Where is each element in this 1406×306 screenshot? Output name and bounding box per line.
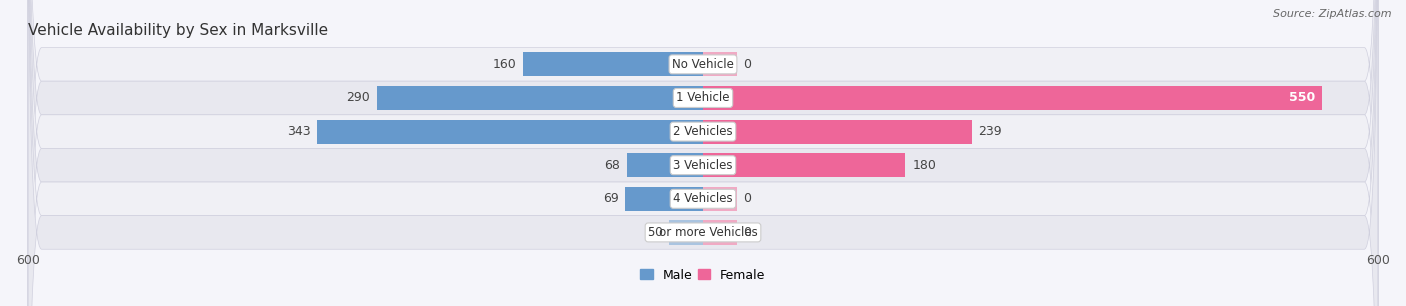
- Bar: [703, 220, 737, 244]
- Bar: [703, 120, 972, 144]
- Bar: [703, 187, 737, 211]
- Text: 180: 180: [912, 159, 936, 172]
- Legend: Male, Female: Male, Female: [641, 269, 765, 282]
- Text: 69: 69: [603, 192, 619, 205]
- Text: 0: 0: [744, 58, 751, 71]
- Text: 290: 290: [346, 91, 370, 104]
- FancyBboxPatch shape: [28, 0, 1378, 306]
- Text: Vehicle Availability by Sex in Marksville: Vehicle Availability by Sex in Marksvill…: [28, 23, 328, 38]
- FancyBboxPatch shape: [28, 0, 1378, 306]
- FancyBboxPatch shape: [28, 0, 1378, 306]
- Bar: [703, 86, 1322, 110]
- Bar: [627, 153, 703, 177]
- Bar: [669, 220, 703, 244]
- Text: 0: 0: [655, 226, 662, 239]
- FancyBboxPatch shape: [28, 0, 1378, 306]
- FancyBboxPatch shape: [28, 0, 1378, 306]
- Bar: [626, 187, 703, 211]
- FancyBboxPatch shape: [28, 0, 1378, 306]
- Text: 3 Vehicles: 3 Vehicles: [673, 159, 733, 172]
- Bar: [703, 52, 737, 76]
- Text: 2 Vehicles: 2 Vehicles: [673, 125, 733, 138]
- Bar: [318, 120, 703, 144]
- Text: 343: 343: [287, 125, 311, 138]
- Text: 160: 160: [492, 58, 516, 71]
- Text: 239: 239: [979, 125, 1002, 138]
- Text: 1 Vehicle: 1 Vehicle: [676, 91, 730, 104]
- Text: 68: 68: [605, 159, 620, 172]
- Bar: [377, 86, 703, 110]
- Text: Source: ZipAtlas.com: Source: ZipAtlas.com: [1274, 9, 1392, 19]
- Text: 0: 0: [744, 226, 751, 239]
- Bar: [703, 153, 905, 177]
- Bar: [523, 52, 703, 76]
- Text: No Vehicle: No Vehicle: [672, 58, 734, 71]
- Text: 0: 0: [744, 192, 751, 205]
- Text: 4 Vehicles: 4 Vehicles: [673, 192, 733, 205]
- Text: 550: 550: [1289, 91, 1315, 104]
- Text: 5 or more Vehicles: 5 or more Vehicles: [648, 226, 758, 239]
